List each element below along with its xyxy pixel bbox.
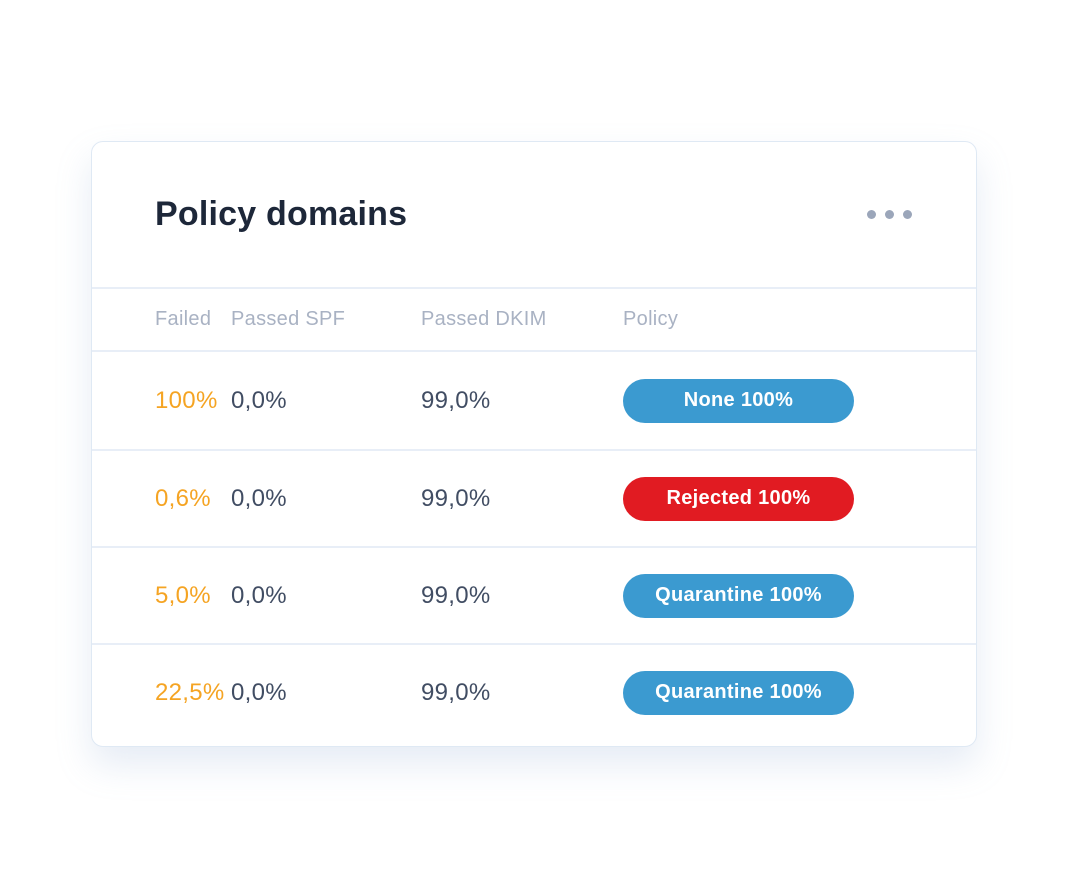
policy-cell: Rejected 100% [623,476,976,521]
ellipsis-menu-icon[interactable] [865,202,914,227]
failed-value: 5,0% [155,581,211,609]
policy-domains-card: Policy domains Failed Passed SPF Passed … [91,141,977,747]
column-header-failed: Failed [155,308,212,330]
policy-badge[interactable]: Quarantine 100% [623,573,854,618]
passed-dkim-value: 99,0% [421,678,491,706]
failed-value: 100% [155,386,218,414]
passed-dkim-value: 99,0% [421,581,491,609]
passed-spf-value: 0,0% [231,386,287,414]
failed-value: 0,6% [155,484,211,512]
dot [867,210,876,219]
dot [903,210,912,219]
passed-spf-value: 0,0% [231,581,287,609]
failed-value: 22,5% [155,678,225,706]
table-header-row: Failed Passed SPF Passed DKIM Policy [92,287,976,352]
dot [885,210,894,219]
policy-badge[interactable]: None 100% [623,378,854,423]
column-header-passed-dkim: Passed DKIM [421,308,547,330]
column-header-passed-spf: Passed SPF [231,308,346,330]
table-row: 5,0% 0,0% 99,0% Quarantine 100% [92,546,976,643]
table-row: 100% 0,0% 99,0% None 100% [92,352,976,449]
policy-cell: None 100% [623,378,976,423]
page-title: Policy domains [155,195,408,233]
passed-spf-value: 0,0% [231,484,287,512]
passed-dkim-value: 99,0% [421,386,491,414]
passed-dkim-value: 99,0% [421,484,491,512]
table-row: 0,6% 0,0% 99,0% Rejected 100% [92,449,976,546]
card-header: Policy domains [92,142,976,287]
policy-badge[interactable]: Rejected 100% [623,476,854,521]
column-header-policy: Policy [623,308,679,330]
policy-badge[interactable]: Quarantine 100% [623,670,854,715]
passed-spf-value: 0,0% [231,678,287,706]
policy-cell: Quarantine 100% [623,670,976,715]
table-row: 22,5% 0,0% 99,0% Quarantine 100% [92,643,976,740]
policy-cell: Quarantine 100% [623,573,976,618]
